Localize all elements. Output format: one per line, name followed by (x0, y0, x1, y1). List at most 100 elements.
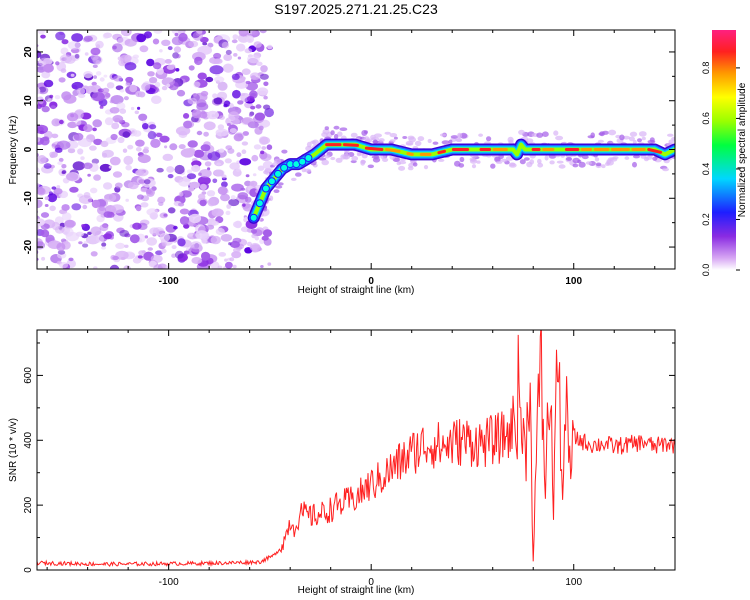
noise-blob (225, 49, 232, 55)
ridge-halo (432, 141, 439, 145)
noise-blob (58, 157, 64, 162)
ridge-halo (366, 138, 372, 143)
noise-blob (101, 246, 106, 250)
noise-blob (161, 85, 168, 91)
ridge-halo (361, 130, 368, 136)
x-tick-label: -100 (159, 577, 179, 588)
noise-blob (82, 162, 93, 170)
noise-blob (147, 71, 155, 77)
ridge-halo (371, 155, 380, 159)
noise-blob (85, 235, 100, 245)
noise-blob (237, 56, 242, 60)
noise-blob (254, 112, 266, 121)
noise-blob (152, 62, 162, 70)
noise-blob (69, 186, 79, 193)
noise-blob (96, 71, 102, 76)
noise-blob (74, 53, 80, 59)
noise-blob (244, 48, 253, 54)
noise-blob (167, 207, 176, 214)
ridge-halo (471, 164, 477, 169)
noise-blob (125, 198, 129, 202)
ridge-halo (637, 138, 642, 143)
noise-blob (153, 264, 163, 269)
noise-blob (246, 35, 254, 43)
noise-blob (137, 255, 143, 259)
noise-blob (251, 30, 258, 36)
noise-blob (174, 164, 185, 175)
noise-blob (51, 118, 61, 127)
noise-blob (252, 173, 257, 177)
ridge-halo (619, 134, 625, 141)
noise-blob (108, 165, 113, 169)
ridge-node (304, 154, 313, 162)
noise-blob (262, 161, 274, 170)
noise-blob (87, 173, 91, 177)
ridge-halo (478, 133, 483, 137)
noise-blob (150, 254, 163, 263)
ridge-halo (273, 158, 282, 164)
noise-blob (223, 53, 233, 62)
noise-blob (187, 97, 197, 105)
ridge-halo (455, 137, 462, 142)
noise-blob (267, 44, 273, 50)
noise-blob (169, 143, 178, 151)
noise-blob (253, 144, 262, 150)
noise-blob (231, 39, 238, 44)
x-tick-label: 100 (565, 276, 582, 287)
noise-blob (161, 77, 175, 87)
noise-blob (149, 227, 160, 236)
noise-blob (102, 33, 110, 39)
noise-blob (61, 212, 72, 221)
noise-blob (231, 73, 240, 81)
noise-blob (161, 242, 167, 247)
ridge-halo (324, 126, 329, 131)
noise-blob (158, 201, 164, 206)
ridge-layer-2 (250, 141, 675, 222)
ridge-halo (378, 138, 385, 143)
noise-blob (90, 187, 98, 194)
ridge-halo (519, 159, 526, 165)
ridge-peak (647, 148, 663, 154)
noise-blob (199, 183, 207, 191)
noise-blob (194, 56, 203, 66)
noise-blob (260, 153, 272, 162)
noise-blob (149, 124, 157, 130)
noise-blob (175, 250, 184, 259)
ridge-halo (526, 138, 534, 144)
ridge-halo (342, 153, 351, 160)
ridge-halo (638, 131, 647, 137)
noise-blob (78, 241, 83, 245)
ridge-halo (577, 159, 582, 164)
noise-blob (191, 257, 202, 264)
x-tick-label: 0 (368, 276, 374, 287)
noise-blob (193, 81, 201, 88)
ridge-halo (439, 133, 447, 137)
ridge-halo (367, 164, 374, 169)
noise-blob (99, 105, 104, 109)
noise-blob (212, 178, 218, 184)
noise-blob (189, 181, 200, 189)
noise-blob (135, 169, 145, 176)
noise-blob (259, 73, 269, 80)
noise-blob (173, 46, 182, 53)
noise-blob (266, 144, 273, 150)
noise-blob (138, 179, 146, 184)
noise-blob (200, 90, 209, 97)
noise-blob (176, 54, 181, 59)
noise-blob (112, 255, 119, 261)
noise-blob (155, 250, 163, 256)
noise-blob (221, 41, 229, 49)
noise-blob (37, 124, 49, 134)
noise-blob (147, 131, 157, 140)
noise-blob (109, 264, 120, 269)
ridge-halo (537, 158, 542, 164)
ridge-node (274, 169, 282, 178)
ridge-halo (572, 163, 579, 168)
noise-blob (257, 87, 269, 96)
noise-blob (228, 111, 240, 121)
noise-blob (92, 119, 102, 128)
ridge-halo (608, 129, 617, 136)
noise-blob (159, 232, 171, 242)
noise-blob (196, 130, 203, 136)
noise-blob (43, 163, 52, 169)
